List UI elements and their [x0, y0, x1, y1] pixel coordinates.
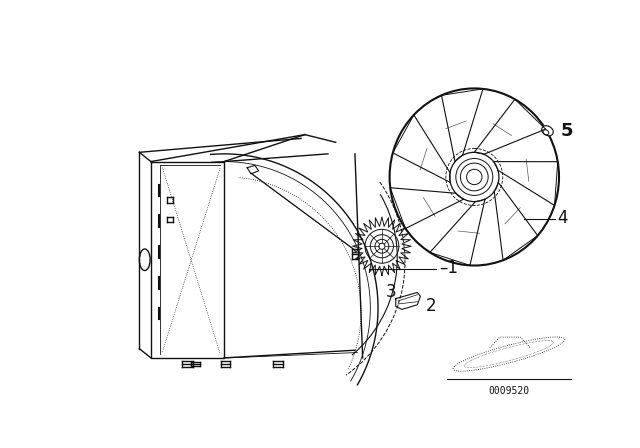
Text: 5: 5 — [561, 122, 573, 140]
Text: 0009520: 0009520 — [488, 386, 529, 396]
Text: 4: 4 — [557, 209, 568, 227]
Text: 3: 3 — [386, 284, 396, 302]
Ellipse shape — [541, 126, 553, 136]
Polygon shape — [396, 293, 420, 310]
Text: 2: 2 — [426, 297, 436, 315]
Text: –1: –1 — [440, 259, 459, 277]
